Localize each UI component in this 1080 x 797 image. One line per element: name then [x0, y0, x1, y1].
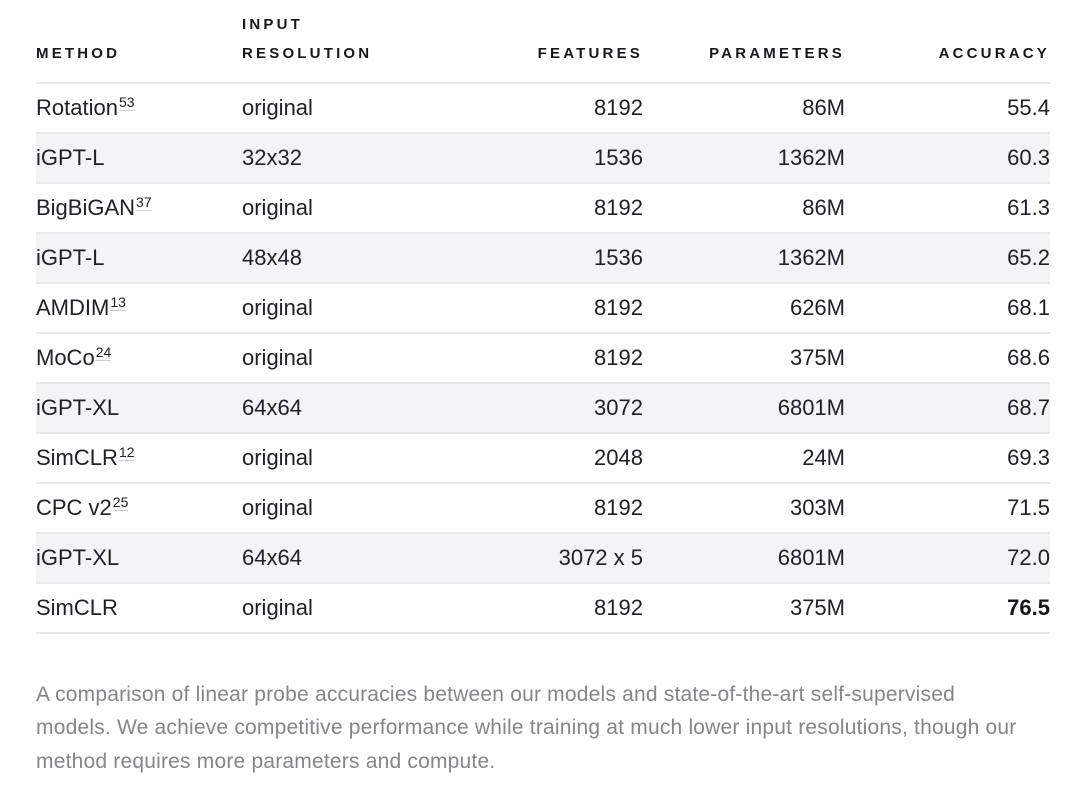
cell-accuracy: 55.4 — [1007, 94, 1050, 120]
method-name: iGPT-XL — [36, 544, 120, 570]
cell-accuracy: 68.7 — [1007, 394, 1050, 420]
cell-parameters: 626M — [789, 294, 845, 320]
table-row: CPC v225 original 8192 303M 71.5 — [36, 483, 1050, 533]
cell-parameters: 375M — [789, 344, 845, 370]
cell-method: AMDIM13 — [36, 283, 242, 333]
cell-resolution: 48x48 — [242, 244, 302, 270]
table-header: METHOD INPUT RESOLUTION FEATURES PARAMETERS… — [36, 10, 1050, 83]
cell-method: iGPT-XL — [36, 383, 242, 433]
cell-features: 8192 — [594, 94, 643, 120]
cell-parameters: 375M — [789, 594, 845, 620]
cell-resolution: 64x64 — [242, 544, 302, 570]
method-name: MoCo — [36, 344, 95, 370]
cell-method: BigBiGAN37 — [36, 183, 242, 233]
cell-parameters: 6801M — [777, 394, 845, 420]
figure-caption: A comparison of linear probe accuracies … — [36, 682, 1017, 773]
cell-accuracy: 71.5 — [1007, 494, 1050, 520]
cell-accuracy: 69.3 — [1007, 444, 1050, 470]
cell-resolution: original — [242, 94, 313, 120]
method-name: iGPT-L — [36, 144, 105, 170]
cell-features: 8192 — [594, 594, 643, 620]
table-row: iGPT-L 48x48 1536 1362M 65.2 — [36, 232, 1050, 283]
cell-resolution: original — [242, 594, 313, 620]
citation-link[interactable]: 37 — [136, 193, 152, 211]
table-row: AMDIM13 original 8192 626M 68.1 — [36, 283, 1050, 333]
column-header-resolution: INPUT RESOLUTION — [242, 16, 373, 63]
cell-features: 8192 — [594, 294, 643, 320]
cell-features: 8192 — [594, 194, 643, 220]
cell-features: 8192 — [594, 494, 643, 520]
cell-parameters: 6801M — [777, 544, 845, 570]
table-row: SimCLR original 8192 375M 76.5 — [36, 583, 1050, 633]
citation-link[interactable]: 12 — [118, 443, 135, 461]
cell-method: iGPT-L — [36, 233, 242, 283]
cell-features: 1536 — [594, 144, 643, 170]
cell-method: Rotation53 — [36, 83, 242, 133]
table-row: BigBiGAN37 original 8192 86M 61.3 — [36, 183, 1050, 233]
cell-accuracy: 72.0 — [1007, 544, 1050, 570]
table-row: iGPT-L 32x32 1536 1362M 60.3 — [36, 132, 1050, 183]
citation-link[interactable]: 13 — [110, 293, 126, 311]
cell-features: 2048 — [594, 444, 643, 470]
cell-parameters: 1362M — [777, 244, 845, 270]
table-row: Rotation53 original 8192 86M 55.4 — [36, 83, 1050, 133]
citation-link[interactable]: 25 — [112, 493, 129, 511]
cell-resolution: original — [242, 194, 313, 220]
cell-resolution: original — [242, 294, 313, 320]
cell-parameters: 303M — [789, 494, 845, 520]
method-name: iGPT-L — [36, 244, 105, 270]
cell-features: 3072 — [594, 394, 643, 420]
comparison-table: METHOD INPUT RESOLUTION FEATURES PARAMETERS… — [36, 10, 1050, 634]
citation-link[interactable]: 53 — [118, 93, 135, 111]
cell-accuracy: 76.5 — [1007, 594, 1050, 620]
cell-resolution: original — [242, 444, 313, 470]
cell-method: iGPT-L — [36, 133, 242, 183]
method-name: BigBiGAN — [36, 194, 136, 220]
method-name: SimCLR — [36, 594, 118, 620]
cell-features: 1536 — [594, 244, 643, 270]
column-header-accuracy: ACCURACY — [938, 45, 1050, 63]
cell-method: iGPT-XL — [36, 533, 242, 583]
header-row: METHOD INPUT RESOLUTION FEATURES PARAMETERS… — [36, 10, 1050, 83]
method-name: SimCLR — [36, 444, 118, 470]
column-header-features: FEATURES — [537, 45, 643, 63]
method-name: Rotation — [36, 94, 118, 120]
table-body: Rotation53 original 8192 86M 55.4 iGPT-L 32x32… — [36, 83, 1050, 633]
table-row: iGPT-XL 64x64 3072 6801M 68.7 — [36, 382, 1050, 433]
method-name: CPC v2 — [36, 494, 112, 520]
cell-method: SimCLR — [36, 583, 242, 633]
cell-resolution: 32x32 — [242, 144, 302, 170]
method-name: AMDIM — [36, 294, 110, 320]
cell-resolution: original — [242, 494, 313, 520]
method-name: iGPT-XL — [36, 394, 120, 420]
column-header-parameters: PARAMETERS — [709, 45, 845, 63]
cell-method: CPC v225 — [36, 483, 242, 533]
cell-method: SimCLR12 — [36, 433, 242, 483]
cell-accuracy: 60.3 — [1007, 144, 1050, 170]
cell-resolution: original — [242, 344, 313, 370]
cell-accuracy: 68.6 — [1007, 344, 1050, 370]
citation-link[interactable]: 24 — [95, 343, 112, 361]
cell-method: MoCo24 — [36, 333, 242, 383]
table-row: MoCo24 original 8192 375M 68.6 — [36, 333, 1050, 383]
table-row: SimCLR12 original 2048 24M 69.3 — [36, 433, 1050, 483]
cell-accuracy: 65.2 — [1007, 244, 1050, 270]
cell-parameters: 1362M — [777, 144, 845, 170]
cell-parameters: 86M — [802, 194, 845, 220]
cell-parameters: 86M — [802, 94, 845, 120]
table-row: iGPT-XL 64x64 3072 x 5 6801M 72.0 — [36, 532, 1050, 583]
cell-resolution: 64x64 — [242, 394, 302, 420]
cell-accuracy: 68.1 — [1007, 294, 1050, 320]
column-header-method: METHOD — [36, 45, 121, 63]
figure-container: METHOD INPUT RESOLUTION FEATURES PARAMETERS… — [36, 10, 1050, 773]
cell-features: 8192 — [594, 344, 643, 370]
cell-features: 3072 x 5 — [558, 544, 643, 570]
cell-accuracy: 61.3 — [1007, 194, 1050, 220]
cell-parameters: 24M — [802, 444, 845, 470]
